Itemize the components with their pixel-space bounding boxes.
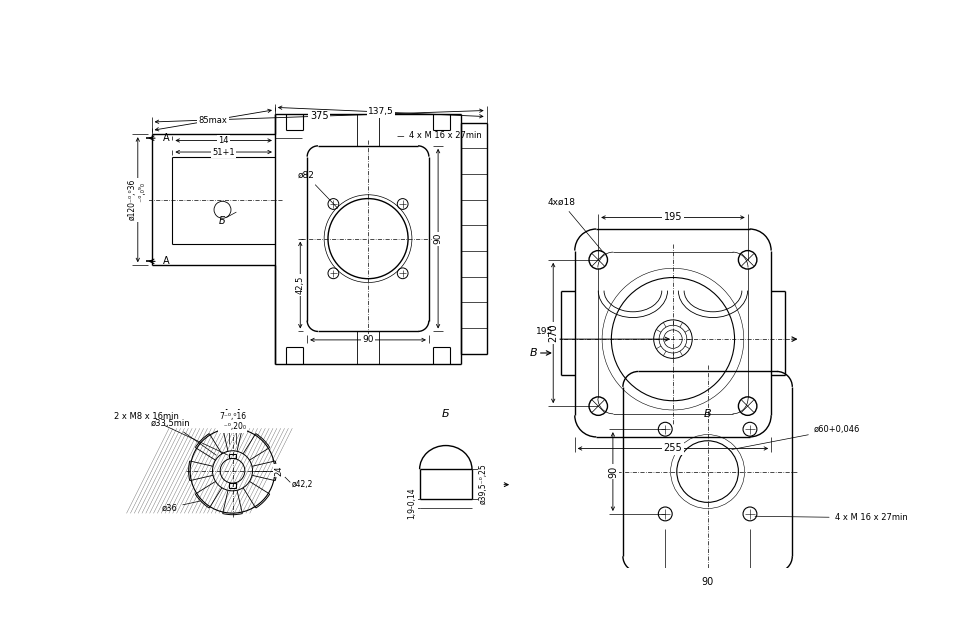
Text: ø42,2: ø42,2: [292, 480, 313, 489]
Text: 90: 90: [702, 577, 713, 587]
Text: А: А: [162, 256, 169, 266]
Text: 24: 24: [275, 466, 283, 476]
Text: 1,9-0,14: 1,9-0,14: [407, 487, 417, 519]
Text: В: В: [530, 348, 538, 358]
Text: 42,5: 42,5: [296, 276, 304, 294]
Text: 85max: 85max: [199, 115, 228, 124]
Text: 270: 270: [548, 323, 558, 342]
Text: 375: 375: [310, 111, 328, 121]
Text: ø120⁻⁰,⁰36
      ⁻⁰,₀⁹₀: ø120⁻⁰,⁰36 ⁻⁰,₀⁹₀: [128, 179, 148, 221]
Text: 4хø18: 4хø18: [547, 198, 603, 251]
Text: Б: Б: [442, 409, 449, 419]
Text: Б: Б: [219, 216, 226, 226]
Text: А–А: А–А: [222, 409, 243, 419]
Text: 4 х М 16 х 27min: 4 х М 16 х 27min: [397, 131, 482, 140]
Text: 255: 255: [663, 443, 683, 454]
Text: 7⁻⁰,⁰16
  ⁻⁰,20₀: 7⁻⁰,⁰16 ⁻⁰,20₀: [219, 412, 246, 431]
Text: 90: 90: [434, 233, 443, 244]
Text: 51+1: 51+1: [212, 147, 235, 156]
Text: ø33,5min: ø33,5min: [151, 419, 216, 455]
Text: ø39,5⁻⁰,25: ø39,5⁻⁰,25: [479, 464, 488, 504]
Text: ø82: ø82: [298, 171, 338, 208]
Bar: [229, 483, 235, 487]
Text: ø60+0,046: ø60+0,046: [732, 425, 860, 450]
Text: А: А: [162, 133, 169, 143]
Text: 14: 14: [219, 136, 228, 145]
Text: 195: 195: [663, 212, 683, 223]
Text: 90: 90: [362, 336, 373, 345]
Text: 195: 195: [536, 327, 553, 336]
Text: ø36: ø36: [161, 501, 200, 512]
Text: 2 х М8 х 16min: 2 х М8 х 16min: [113, 412, 228, 455]
Text: 137,5: 137,5: [368, 107, 394, 117]
Text: 4 х М 16 х 27min: 4 х М 16 х 27min: [756, 513, 907, 523]
Bar: [229, 454, 235, 459]
Text: 90: 90: [608, 466, 618, 478]
Text: В: В: [704, 409, 711, 419]
